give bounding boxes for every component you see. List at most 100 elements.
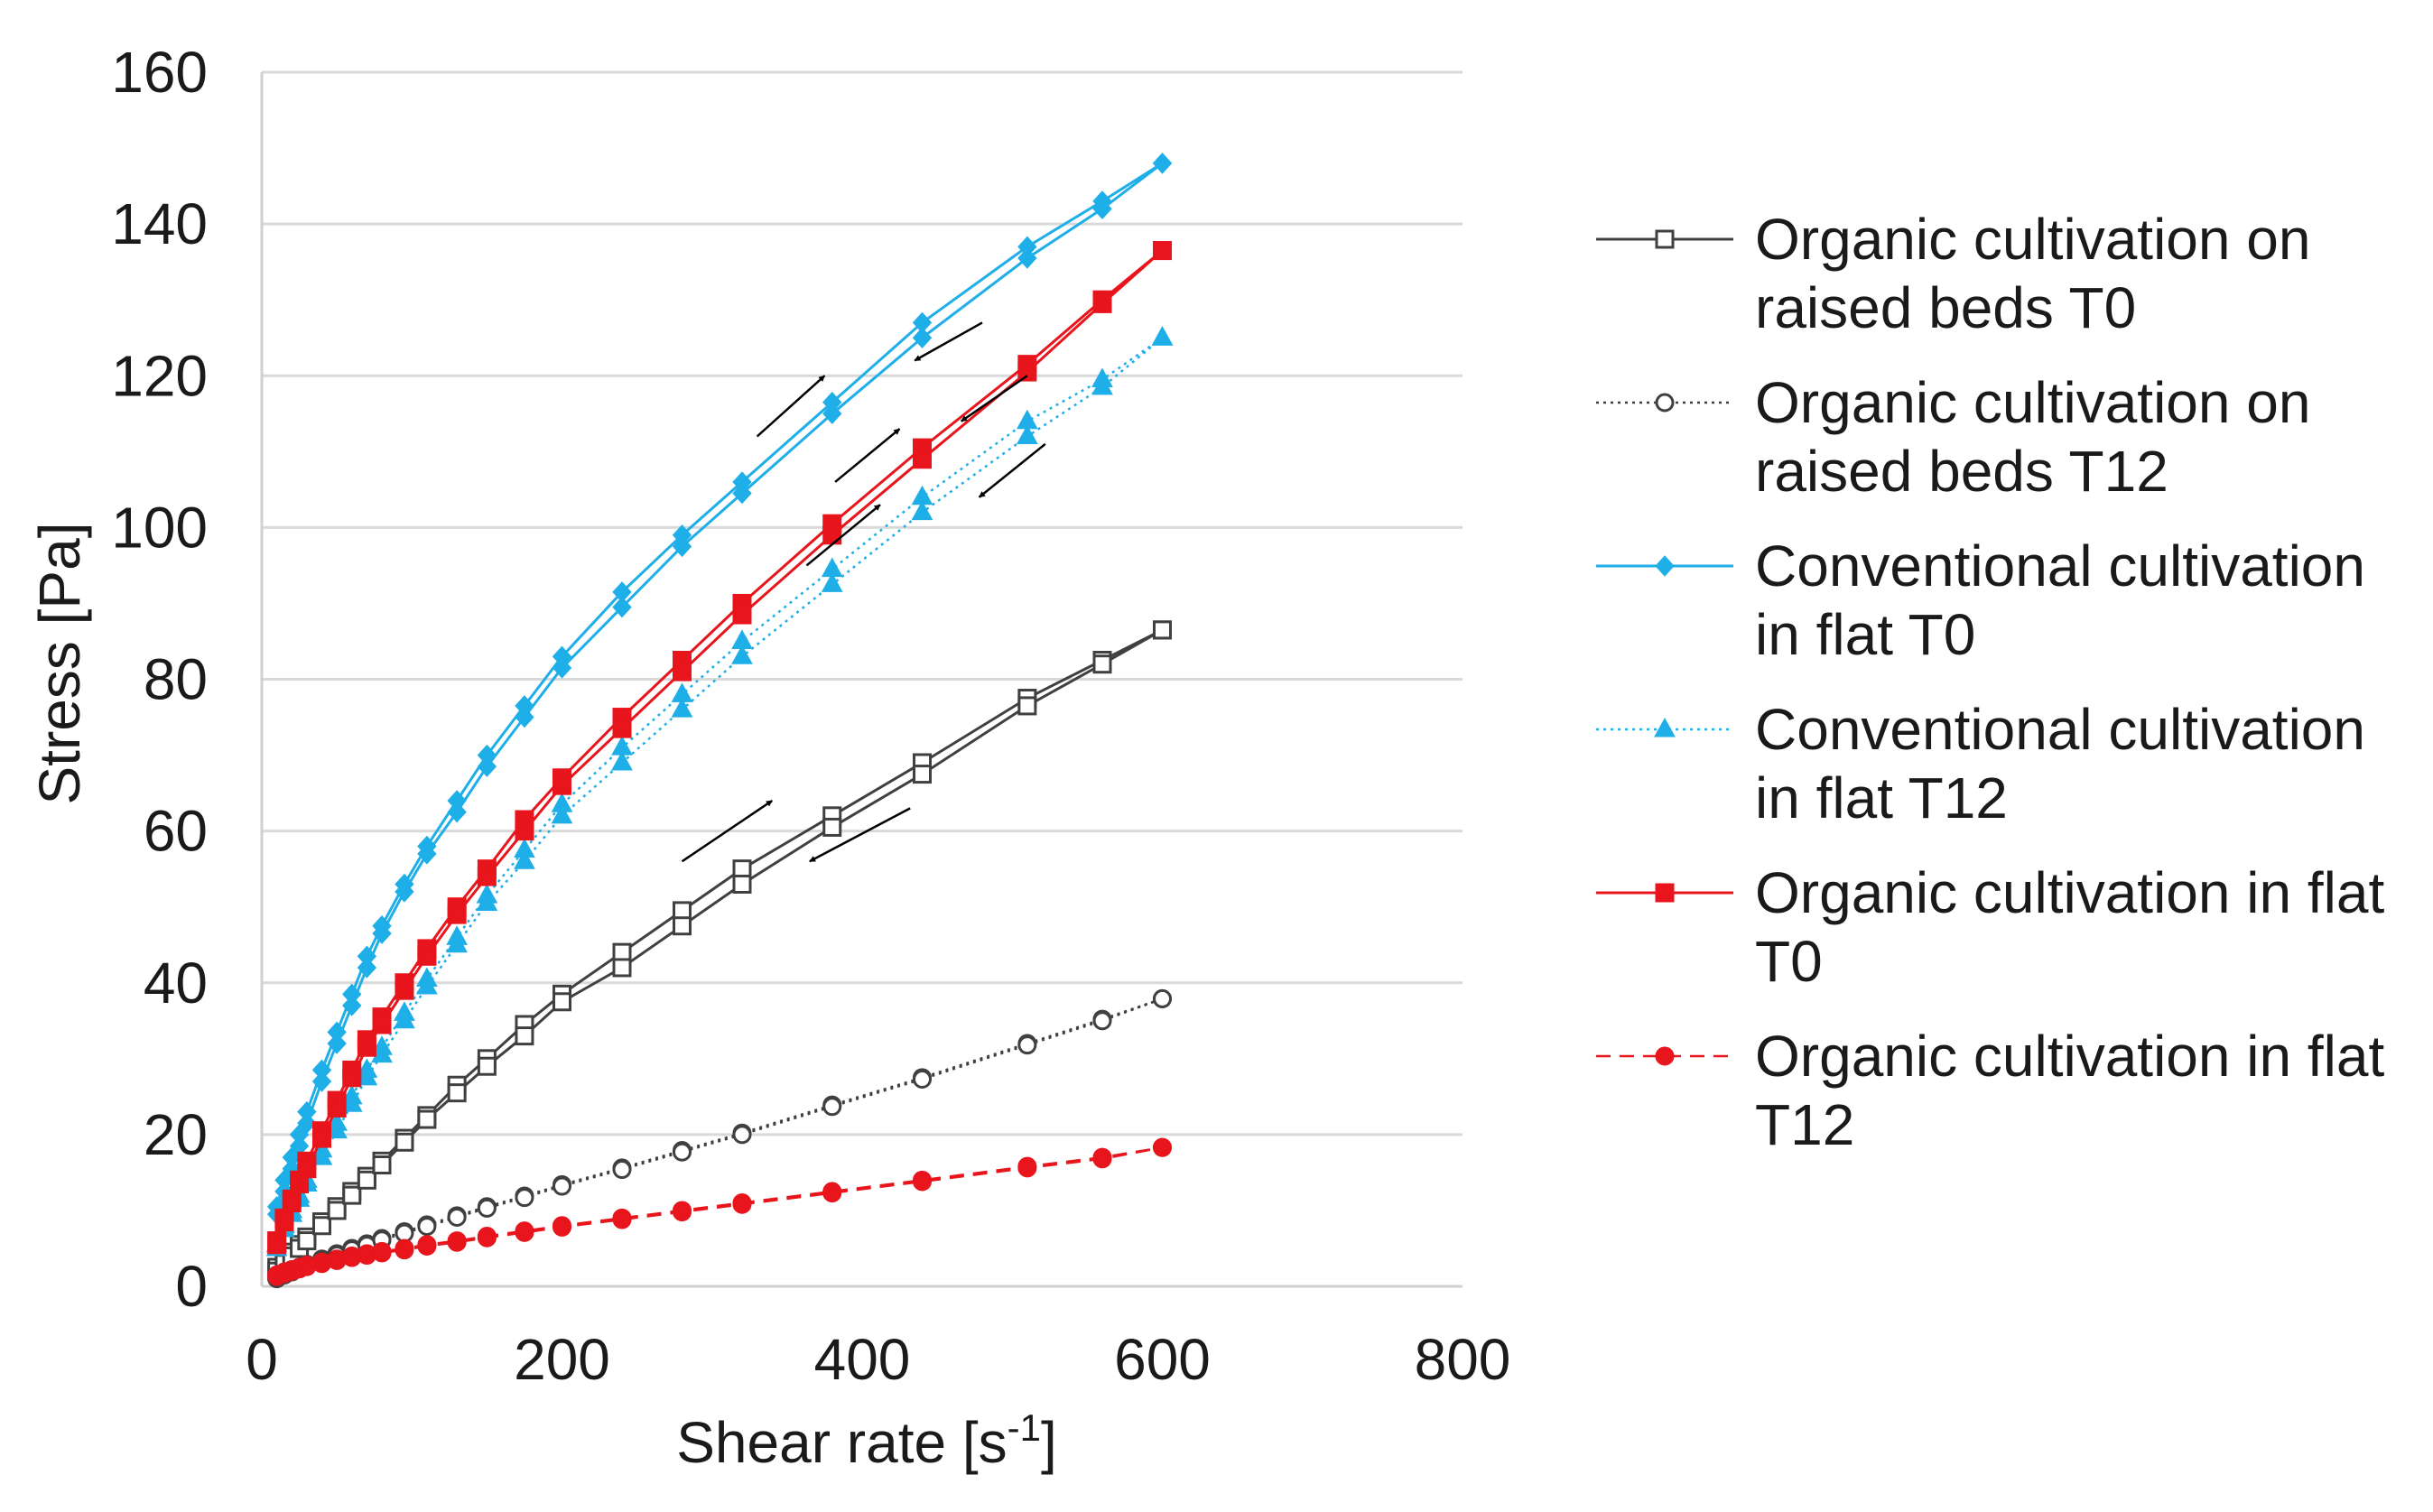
- data-point-conventional-cultivation-in-flat-t0-down-6: [327, 1033, 347, 1054]
- data-point-organic-cultivation-in-flat-t0-down-22: [1092, 293, 1112, 313]
- data-point-organic-cultivation-on-raised-beds-t0-down-23: [1153, 620, 1172, 640]
- data-point-organic-cultivation-in-flat-t0-down-8: [357, 1037, 376, 1057]
- data-point-organic-cultivation-in-flat-t0-down-12: [447, 904, 467, 924]
- data-point-organic-cultivation-in-flat-t0-down-15: [553, 775, 571, 795]
- gridlines: [262, 70, 1463, 1136]
- data-point-organic-cultivation-on-raised-beds-t0-down-13: [477, 1056, 497, 1076]
- y-tick-label-0: 0: [175, 1254, 208, 1319]
- direction-arrow-1: [914, 321, 983, 362]
- data-point-organic-cultivation-in-flat-t12-down-11: [417, 1236, 437, 1256]
- legend-label-line-organic-cultivation-on-raised-beds-t12-1: raised beds T12: [1755, 439, 2168, 504]
- direction-arrow-5: [978, 442, 1046, 498]
- data-point-conventional-cultivation-in-flat-t12-down-23: [1151, 326, 1174, 346]
- data-point-organic-cultivation-in-flat-t0-down-21: [1017, 362, 1037, 382]
- y-tick-label-60: 60: [144, 799, 208, 864]
- data-point-organic-cultivation-in-flat-t12-down-18: [732, 1194, 752, 1214]
- data-point-organic-cultivation-on-raised-beds-t0-down-21: [1017, 696, 1037, 716]
- data-point-conventional-cultivation-in-flat-t0-down-12: [447, 801, 467, 823]
- direction-arrow-0: [756, 375, 826, 438]
- data-point-conventional-cultivation-in-flat-t0-down-21: [1017, 247, 1037, 269]
- data-point-organic-cultivation-on-raised-beds-t0-up-18: [732, 859, 752, 879]
- legend-label-line-organic-cultivation-in-flat-t12-1: T12: [1755, 1092, 1854, 1157]
- data-point-organic-cultivation-on-raised-beds-t12-down-11: [417, 1217, 437, 1237]
- series-line-conventional-cultivation-in-flat-t12-down: [275, 337, 1164, 1249]
- data-point-organic-cultivation-in-flat-t0-down-23: [1153, 241, 1172, 261]
- data-point-organic-cultivation-on-raised-beds-t0-up-17: [673, 901, 692, 921]
- legend-swatch-marker-organic-cultivation-in-flat-t12: [1655, 1046, 1675, 1066]
- data-point-organic-cultivation-on-raised-beds-t0-down-11: [417, 1109, 437, 1129]
- data-point-conventional-cultivation-in-flat-t0-down-22: [1092, 198, 1112, 220]
- data-point-organic-cultivation-on-raised-beds-t12-down-16: [612, 1160, 632, 1180]
- data-point-organic-cultivation-in-flat-t0-down-17: [673, 662, 692, 682]
- data-point-organic-cultivation-in-flat-t12-down-19: [822, 1183, 842, 1203]
- data-point-organic-cultivation-on-raised-beds-t12-down-13: [477, 1198, 497, 1218]
- legend-label-organic-cultivation-in-flat-t12: Organic cultivation in flat T12: [1755, 1024, 2384, 1157]
- data-point-organic-cultivation-in-flat-t0-down-7: [342, 1068, 362, 1088]
- data-point-conventional-cultivation-in-flat-t12-down-21: [1017, 424, 1038, 444]
- legend: Organic cultivation on raised beds T0 Orga…: [1596, 207, 2384, 1157]
- direction-arrows: [681, 321, 1046, 863]
- data-point-organic-cultivation-in-flat-t0-down-2: [282, 1193, 302, 1213]
- data-point-organic-cultivation-in-flat-t0-down-13: [477, 867, 497, 886]
- data-point-organic-cultivation-on-raised-beds-t0-down-20: [913, 765, 932, 784]
- data-point-conventional-cultivation-in-flat-t12-down-19: [821, 572, 843, 592]
- data-point-organic-cultivation-in-flat-t12-down-15: [553, 1217, 571, 1237]
- legend-swatch-marker-conventional-cultivation-in-flat-t0: [1655, 555, 1675, 577]
- data-point-organic-cultivation-on-raised-beds-t12-down-20: [913, 1070, 932, 1090]
- data-point-conventional-cultivation-in-flat-t12-down-20: [911, 500, 933, 521]
- series-conventional-cultivation-in-flat-t0: [266, 153, 1173, 1225]
- data-point-organic-cultivation-on-raised-beds-t0-down-4: [297, 1231, 317, 1251]
- data-point-organic-cultivation-on-raised-beds-t0-down-15: [553, 992, 571, 1012]
- x-axis-title-superscript: -1: [1008, 1406, 1041, 1449]
- legend-label-line-conventional-cultivation-in-flat-t12-0: Conventional cultivation: [1755, 697, 2365, 762]
- legend-label-line-organic-cultivation-on-raised-beds-t12-0: Organic cultivation on: [1755, 370, 2310, 435]
- data-point-organic-cultivation-in-flat-t12-down-16: [612, 1210, 632, 1229]
- data-point-conventional-cultivation-in-flat-t12-down-12: [446, 932, 468, 953]
- legend-item-organic-cultivation-in-flat-t12: Organic cultivation in flat T12: [1596, 1024, 2384, 1157]
- legend-item-conventional-cultivation-in-flat-t0: Conventional cultivation in flat T0: [1596, 533, 2365, 667]
- data-point-organic-cultivation-in-flat-t12-down-9: [372, 1243, 392, 1263]
- x-tick-label-600: 600: [1114, 1327, 1211, 1392]
- y-tick-labels: 0 20 40 60 80 100 120 140 160: [111, 40, 208, 1319]
- direction-arrow-3: [961, 375, 1028, 422]
- data-point-conventional-cultivation-in-flat-t0-down-18: [732, 482, 752, 505]
- legend-item-organic-cultivation-on-raised-beds-t12: Organic cultivation on raised beds T12: [1596, 370, 2310, 504]
- data-point-organic-cultivation-on-raised-beds-t12-down-14: [515, 1188, 534, 1208]
- y-tick-label-100: 100: [111, 495, 208, 560]
- data-point-organic-cultivation-in-flat-t12-down-4: [297, 1257, 317, 1276]
- data-point-conventional-cultivation-in-flat-t0-down-10: [395, 881, 414, 903]
- data-point-organic-cultivation-in-flat-t0-down-3: [290, 1174, 310, 1194]
- data-point-conventional-cultivation-in-flat-t0-down-8: [357, 957, 377, 979]
- data-point-organic-cultivation-in-flat-t0-down-10: [395, 980, 414, 1000]
- legend-item-organic-cultivation-on-raised-beds-t0: Organic cultivation on raised beds T0: [1596, 207, 2310, 340]
- data-point-conventional-cultivation-in-flat-t12-down-9: [371, 1043, 393, 1063]
- x-tick-label-800: 800: [1415, 1327, 1511, 1392]
- legend-swatch-marker-organic-cultivation-on-raised-beds-t12: [1655, 393, 1675, 413]
- x-axis-title: Shear rate [s-1]: [676, 1406, 1057, 1475]
- data-point-organic-cultivation-on-raised-beds-t0-down-17: [673, 916, 692, 936]
- data-point-conventional-cultivation-in-flat-t0-down-4: [297, 1112, 317, 1135]
- data-point-organic-cultivation-on-raised-beds-t0-down-8: [357, 1170, 376, 1190]
- series-line-conventional-cultivation-in-flat-t0-down: [275, 162, 1164, 1215]
- data-point-conventional-cultivation-in-flat-t0-down-11: [417, 843, 437, 865]
- data-point-organic-cultivation-on-raised-beds-t0-down-19: [822, 817, 842, 837]
- data-point-organic-cultivation-on-raised-beds-t12-down-15: [553, 1176, 571, 1196]
- data-point-organic-cultivation-on-raised-beds-t0-down-22: [1092, 654, 1112, 674]
- x-tick-label-400: 400: [814, 1327, 911, 1392]
- data-point-conventional-cultivation-in-flat-t12-down-16: [611, 750, 633, 771]
- data-point-organic-cultivation-in-flat-t12-down-20: [913, 1172, 932, 1192]
- data-point-conventional-cultivation-in-flat-t0-down-20: [912, 327, 933, 348]
- data-point-organic-cultivation-in-flat-t12-down-12: [447, 1232, 467, 1252]
- data-point-organic-cultivation-on-raised-beds-t12-down-21: [1017, 1035, 1037, 1055]
- series-organic-cultivation-on-raised-beds-t0: [267, 620, 1172, 1281]
- data-point-organic-cultivation-on-raised-beds-t0-down-16: [612, 958, 632, 978]
- data-point-organic-cultivation-in-flat-t0-down-4: [297, 1159, 317, 1179]
- axes: [260, 72, 1463, 1288]
- direction-arrow-6: [681, 799, 773, 863]
- data-point-conventional-cultivation-in-flat-t0-down-14: [515, 706, 534, 728]
- data-point-organic-cultivation-in-flat-t12-down-21: [1017, 1158, 1037, 1178]
- data-point-organic-cultivation-on-raised-beds-t0-down-14: [515, 1026, 534, 1046]
- data-point-conventional-cultivation-in-flat-t12-down-14: [514, 849, 535, 869]
- data-point-organic-cultivation-on-raised-beds-t0-up-16: [612, 942, 632, 962]
